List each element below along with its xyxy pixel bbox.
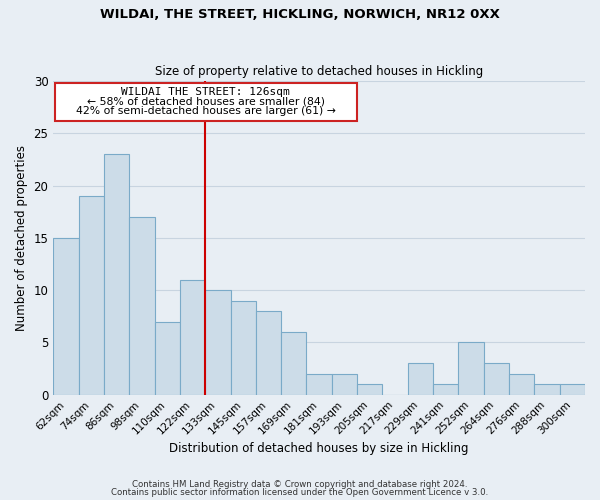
Y-axis label: Number of detached properties: Number of detached properties — [15, 145, 28, 331]
Bar — [53, 238, 79, 394]
Bar — [230, 300, 256, 394]
Bar — [307, 374, 332, 394]
Text: WILDAI, THE STREET, HICKLING, NORWICH, NR12 0XX: WILDAI, THE STREET, HICKLING, NORWICH, N… — [100, 8, 500, 20]
Bar — [509, 374, 535, 394]
Bar — [155, 322, 180, 394]
Bar — [281, 332, 307, 394]
Bar — [104, 154, 129, 394]
FancyBboxPatch shape — [55, 82, 357, 121]
Bar — [484, 364, 509, 394]
Bar — [205, 290, 230, 395]
Bar — [129, 217, 155, 394]
X-axis label: Distribution of detached houses by size in Hickling: Distribution of detached houses by size … — [169, 442, 469, 455]
Bar — [535, 384, 560, 394]
Bar — [332, 374, 357, 394]
Text: Contains HM Land Registry data © Crown copyright and database right 2024.: Contains HM Land Registry data © Crown c… — [132, 480, 468, 489]
Text: WILDAI THE STREET: 126sqm: WILDAI THE STREET: 126sqm — [121, 88, 290, 98]
Bar — [79, 196, 104, 394]
Bar — [433, 384, 458, 394]
Text: 42% of semi-detached houses are larger (61) →: 42% of semi-detached houses are larger (… — [76, 106, 336, 116]
Bar — [256, 311, 281, 394]
Title: Size of property relative to detached houses in Hickling: Size of property relative to detached ho… — [155, 66, 483, 78]
Text: ← 58% of detached houses are smaller (84): ← 58% of detached houses are smaller (84… — [87, 96, 325, 106]
Bar — [357, 384, 382, 394]
Bar — [408, 364, 433, 394]
Bar — [458, 342, 484, 394]
Text: Contains public sector information licensed under the Open Government Licence v : Contains public sector information licen… — [112, 488, 488, 497]
Bar — [180, 280, 205, 394]
Bar — [560, 384, 585, 394]
